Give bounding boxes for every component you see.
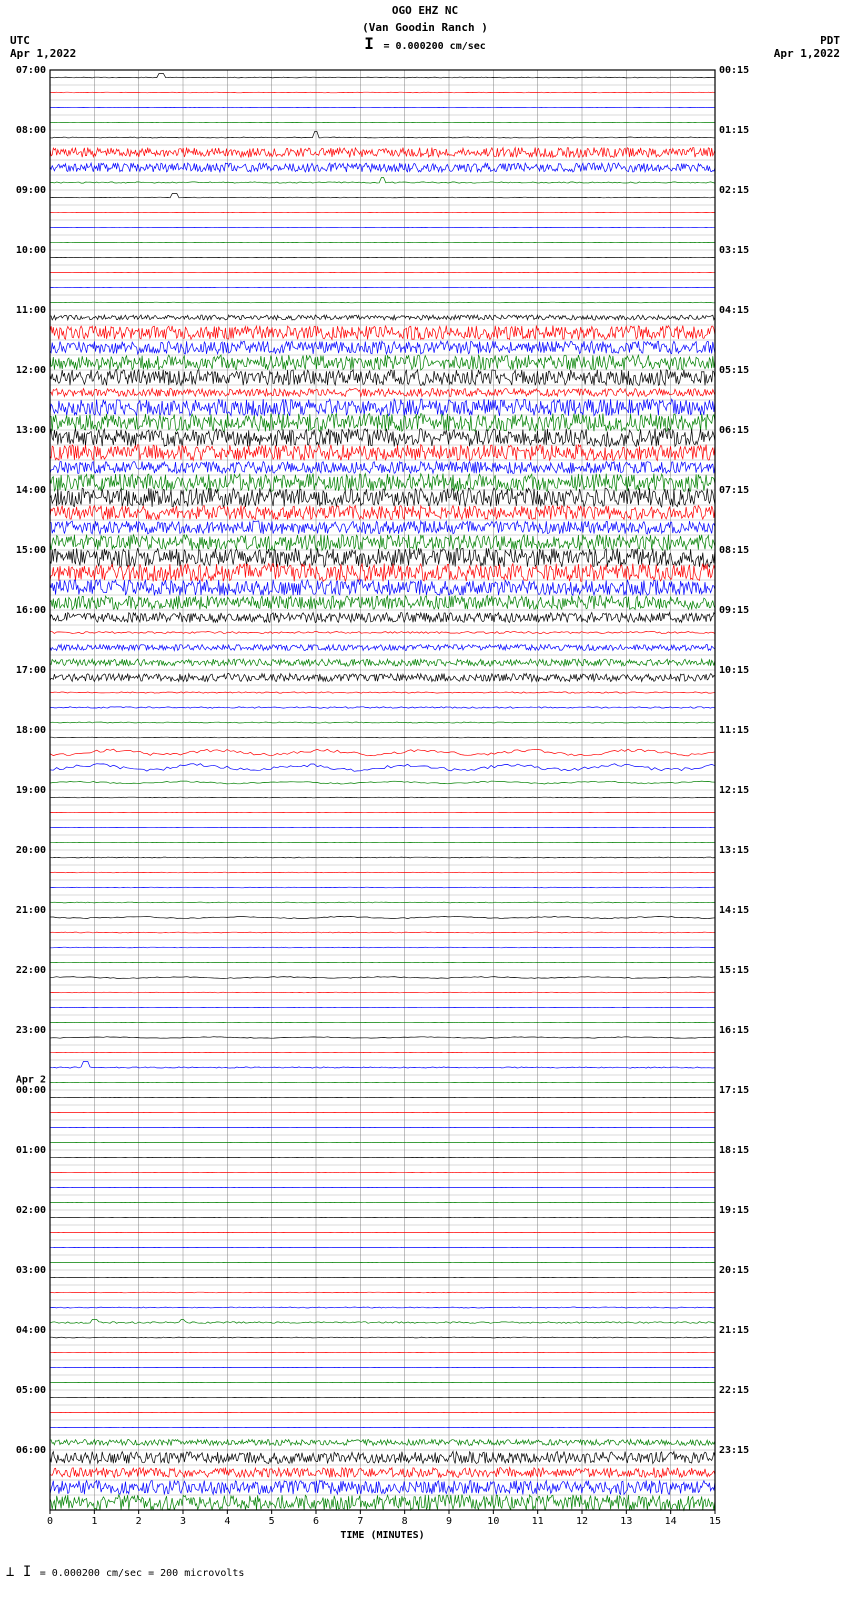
svg-text:6: 6	[313, 1516, 319, 1527]
svg-text:0: 0	[47, 1516, 53, 1527]
svg-text:21:15: 21:15	[719, 1325, 749, 1336]
svg-text:20:00: 20:00	[16, 845, 46, 856]
svg-text:05:15: 05:15	[719, 365, 749, 376]
svg-text:15: 15	[709, 1516, 721, 1527]
svg-text:04:00: 04:00	[16, 1325, 46, 1336]
svg-text:01:15: 01:15	[719, 125, 749, 136]
svg-text:Apr 2: Apr 2	[16, 1075, 46, 1086]
right-tz: PDT	[774, 34, 840, 47]
station-location: (Van Goodin Ranch )	[0, 17, 850, 34]
svg-text:18:15: 18:15	[719, 1145, 749, 1156]
svg-text:17:00: 17:00	[16, 665, 46, 676]
svg-text:17:15: 17:15	[719, 1085, 749, 1096]
svg-text:09:15: 09:15	[719, 605, 749, 616]
svg-text:4: 4	[224, 1516, 230, 1527]
svg-text:03:15: 03:15	[719, 245, 749, 256]
svg-text:16:00: 16:00	[16, 605, 46, 616]
svg-text:00:00: 00:00	[16, 1085, 46, 1096]
svg-text:02:15: 02:15	[719, 185, 749, 196]
svg-text:15:15: 15:15	[719, 965, 749, 976]
svg-text:9: 9	[446, 1516, 452, 1527]
svg-text:07:15: 07:15	[719, 485, 749, 496]
svg-text:7: 7	[357, 1516, 363, 1527]
footer-scale: ⊥ I = 0.000200 cm/sec = 200 microvolts	[0, 1560, 850, 1584]
svg-text:11:15: 11:15	[719, 725, 749, 736]
svg-text:19:00: 19:00	[16, 785, 46, 796]
svg-text:16:15: 16:15	[719, 1025, 749, 1036]
station-title: OGO EHZ NC	[0, 0, 850, 17]
svg-text:10: 10	[487, 1516, 499, 1527]
svg-text:22:00: 22:00	[16, 965, 46, 976]
svg-text:13: 13	[620, 1516, 632, 1527]
helicorder-plot: 0123456789101112131415TIME (MINUTES)07:0…	[0, 60, 850, 1560]
header-row: UTC Apr 1,2022 I = 0.000200 cm/sec PDT A…	[0, 34, 850, 60]
svg-text:05:00: 05:00	[16, 1385, 46, 1396]
svg-text:04:15: 04:15	[719, 305, 749, 316]
svg-text:06:00: 06:00	[16, 1445, 46, 1456]
svg-text:03:00: 03:00	[16, 1265, 46, 1276]
svg-text:14: 14	[665, 1516, 677, 1527]
svg-text:10:15: 10:15	[719, 665, 749, 676]
svg-text:5: 5	[269, 1516, 275, 1527]
svg-text:08:00: 08:00	[16, 125, 46, 136]
right-date: Apr 1,2022	[774, 47, 840, 60]
svg-text:15:00: 15:00	[16, 545, 46, 556]
svg-text:11: 11	[532, 1516, 544, 1527]
svg-text:1: 1	[91, 1516, 97, 1527]
svg-text:23:00: 23:00	[16, 1025, 46, 1036]
svg-text:12:15: 12:15	[719, 785, 749, 796]
svg-text:01:00: 01:00	[16, 1145, 46, 1156]
svg-text:02:00: 02:00	[16, 1205, 46, 1216]
svg-text:00:15: 00:15	[719, 65, 749, 76]
svg-text:08:15: 08:15	[719, 545, 749, 556]
svg-text:13:15: 13:15	[719, 845, 749, 856]
svg-text:8: 8	[402, 1516, 408, 1527]
left-tz: UTC	[10, 34, 76, 47]
scale-bar-icon: ⊥ I	[6, 1564, 40, 1580]
svg-text:12: 12	[576, 1516, 588, 1527]
svg-text:14:00: 14:00	[16, 485, 46, 496]
svg-text:19:15: 19:15	[719, 1205, 749, 1216]
svg-text:14:15: 14:15	[719, 905, 749, 916]
footer-text: = 0.000200 cm/sec = 200 microvolts	[40, 1568, 245, 1579]
svg-text:20:15: 20:15	[719, 1265, 749, 1276]
svg-text:12:00: 12:00	[16, 365, 46, 376]
svg-text:13:00: 13:00	[16, 425, 46, 436]
svg-text:09:00: 09:00	[16, 185, 46, 196]
scale-text: = 0.000200 cm/sec	[383, 41, 485, 52]
svg-text:3: 3	[180, 1516, 186, 1527]
svg-text:07:00: 07:00	[16, 65, 46, 76]
left-date: Apr 1,2022	[10, 47, 76, 60]
svg-text:23:15: 23:15	[719, 1445, 749, 1456]
svg-text:18:00: 18:00	[16, 725, 46, 736]
svg-text:10:00: 10:00	[16, 245, 46, 256]
svg-text:11:00: 11:00	[16, 305, 46, 316]
svg-text:22:15: 22:15	[719, 1385, 749, 1396]
scale-bar-icon: I	[364, 34, 383, 53]
svg-text:TIME (MINUTES): TIME (MINUTES)	[340, 1530, 424, 1541]
svg-text:06:15: 06:15	[719, 425, 749, 436]
svg-text:21:00: 21:00	[16, 905, 46, 916]
svg-text:2: 2	[136, 1516, 142, 1527]
